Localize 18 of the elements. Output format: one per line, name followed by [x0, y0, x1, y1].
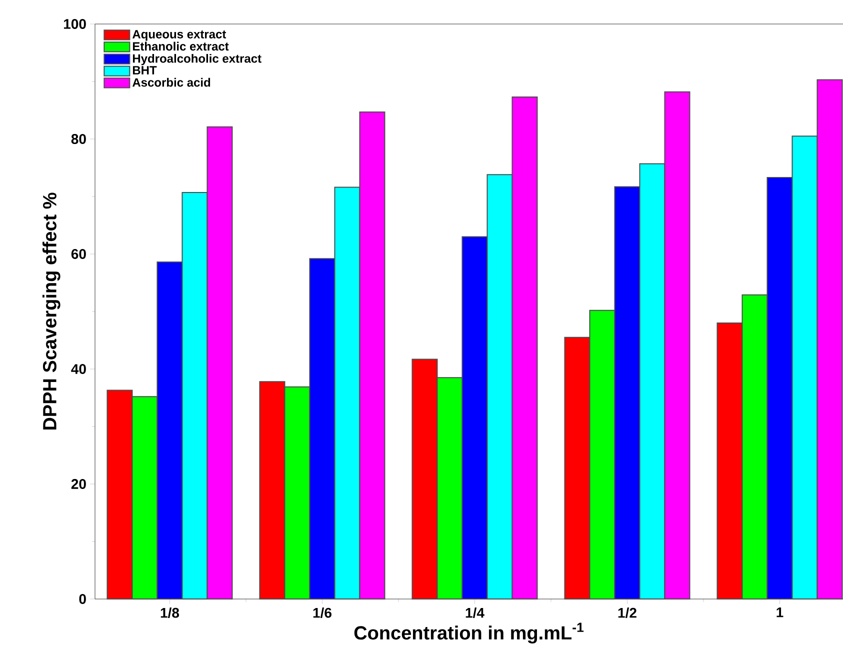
x-tick-label: 1/2 — [618, 608, 636, 618]
legend-label: BHT — [132, 66, 157, 74]
legend-label: Ascorbic acid — [132, 78, 210, 87]
y-tick-label: 60 — [71, 249, 86, 259]
y-tick-label: 40 — [71, 364, 86, 374]
y-tick-label: 0 — [79, 594, 86, 604]
x-tick-label: 1/8 — [160, 608, 180, 618]
legend-label: Aqueous extract — [132, 30, 226, 41]
y-tick-label: 80 — [71, 134, 86, 144]
x-tick-label: 1/6 — [313, 608, 332, 618]
y-axis-title: DPPH Scaverging effect % — [42, 192, 60, 430]
legend-label: Ethanolic extract — [132, 42, 229, 51]
legend-label: Hydroalcoholic extract — [132, 54, 262, 66]
y-tick-label: 100 — [64, 19, 86, 29]
x-tick-label: 1 — [776, 608, 784, 618]
y-tick-label: 20 — [71, 479, 86, 489]
x-axis-title: Concentration in mg.mL$^{-1}$ — [354, 622, 584, 644]
x-tick-label: 1/4 — [466, 608, 484, 618]
